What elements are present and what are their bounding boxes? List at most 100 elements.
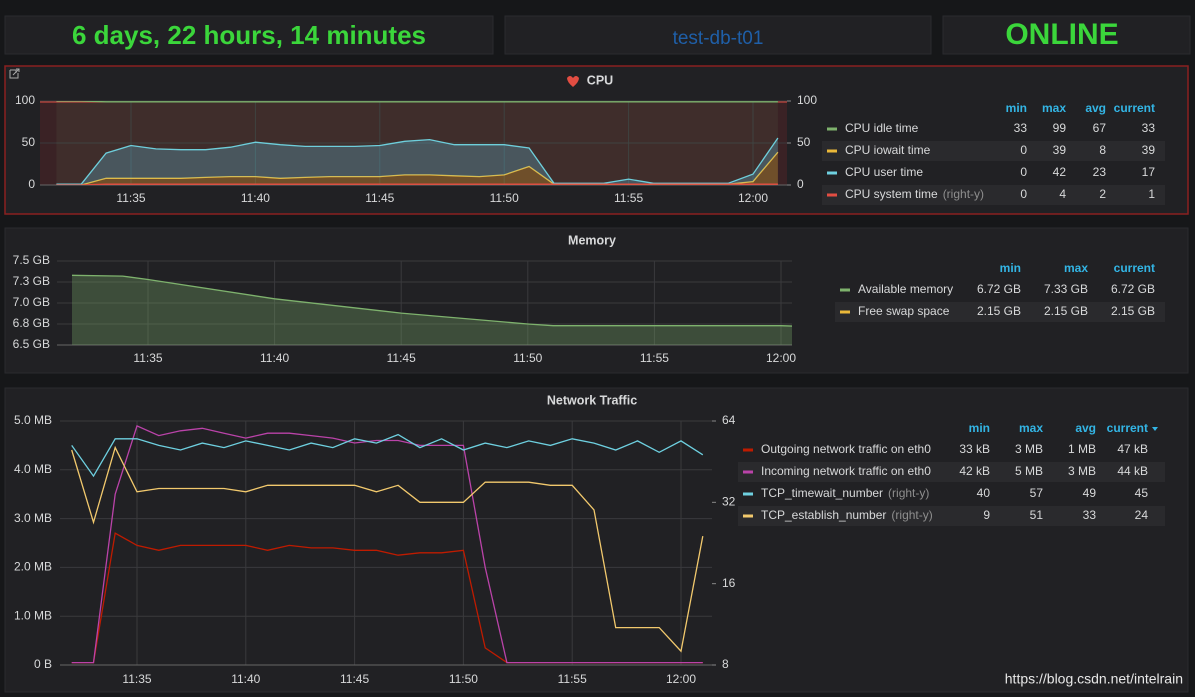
legend-header: max <box>1064 261 1088 275</box>
network-panel[interactable] <box>4 387 1189 693</box>
series-line <box>71 274 792 327</box>
legend-header: avg <box>1075 421 1096 435</box>
y2-tick-label: 32 <box>722 495 736 509</box>
legend-stat: 2.15 GB <box>1044 304 1088 318</box>
x-tick-label: 11:50 <box>449 672 478 686</box>
y-tick-label: 1.0 MB <box>14 608 52 622</box>
memory-panel[interactable] <box>4 227 1189 374</box>
y-tick-label: 0 B <box>34 657 52 671</box>
series-area <box>72 275 792 345</box>
legend-header: min <box>969 421 990 435</box>
legend-name: Outgoing network traffic on eth0 <box>761 442 931 456</box>
panel-title: CPU <box>587 73 613 87</box>
y2-tick-label: 50 <box>797 135 811 149</box>
legend-stat: 0 <box>1020 165 1027 179</box>
y-tick-label: 0 <box>28 177 35 191</box>
legend-stat: 57 <box>1030 486 1044 500</box>
legend-stat: 17 <box>1142 165 1156 179</box>
x-tick-label: 11:50 <box>490 191 519 205</box>
x-tick-label: 11:35 <box>116 191 145 205</box>
legend-name: CPU system time <box>845 187 938 201</box>
legend-stat: 8 <box>1099 143 1106 157</box>
y2-tick-label: 64 <box>722 413 736 427</box>
legend-stat: 6.72 GB <box>1111 282 1155 296</box>
legend-stat: 67 <box>1093 121 1107 135</box>
plot <box>71 274 792 345</box>
y2-tick-label: 100 <box>797 93 817 107</box>
series-line <box>56 101 778 103</box>
legend-stat: 2 <box>1099 187 1106 201</box>
legend-stat: 1 MB <box>1068 442 1096 456</box>
legend-stat: 99 <box>1053 121 1067 135</box>
x-tick-label: 12:00 <box>738 191 768 205</box>
legend-stat: 51 <box>1030 508 1044 522</box>
legend-header: current <box>1107 421 1148 435</box>
legend-stat: 33 <box>1083 508 1097 522</box>
y2-tick-label: 16 <box>722 576 736 590</box>
link-icon[interactable] <box>9 68 20 79</box>
series-line <box>56 183 778 185</box>
legend-stat: 1 <box>1148 187 1155 201</box>
x-tick-label: 11:55 <box>558 672 587 686</box>
y-tick-label: 5.0 MB <box>14 413 52 427</box>
stat-panel[interactable] <box>4 15 494 55</box>
legend-stat: 24 <box>1135 508 1149 522</box>
legend-name: Incoming network traffic on eth0 <box>761 464 931 478</box>
legend-stat: 0 <box>1020 143 1027 157</box>
legend-name: TCP_establish_number <box>761 508 886 522</box>
series-area <box>56 138 778 185</box>
legend-header: current <box>1114 101 1155 115</box>
x-tick-label: 11:35 <box>122 672 151 686</box>
x-tick-label: 12:00 <box>766 351 796 365</box>
legend-stat: 6.72 GB <box>977 282 1021 296</box>
legend-stat: 2.15 GB <box>977 304 1021 318</box>
legend-stat: 39 <box>1142 143 1156 157</box>
panel-title: Memory <box>568 233 616 247</box>
legend-stat: 42 kB <box>959 464 990 478</box>
legend-row-bg <box>822 185 1165 205</box>
x-tick-label: 11:45 <box>365 191 394 205</box>
legend-note: (right-y) <box>943 187 984 201</box>
legend-name: TCP_timewait_number <box>761 486 883 500</box>
legend-stat: 3 MB <box>1068 464 1096 478</box>
hostname: test-db-t01 <box>673 28 764 49</box>
legend-header: max <box>1019 421 1043 435</box>
series-line <box>56 137 779 185</box>
series-line <box>71 425 703 664</box>
legend-stat: 23 <box>1093 165 1107 179</box>
x-tick-label: 11:40 <box>231 672 260 686</box>
legend-stat: 9 <box>983 508 990 522</box>
y2-tick-label: 8 <box>722 657 729 671</box>
legend-header: current <box>1114 261 1155 275</box>
x-tick-label: 11:35 <box>133 351 162 365</box>
y-tick-label: 3.0 MB <box>14 511 52 525</box>
y-tick-label: 7.0 GB <box>13 295 50 309</box>
legend-stat: 47 kB <box>1117 442 1148 456</box>
x-tick-label: 11:40 <box>241 191 270 205</box>
x-tick-label: 12:00 <box>666 672 696 686</box>
watermark: https://blog.csdn.net/intelrain <box>1005 671 1183 687</box>
uptime: 6 days, 22 hours, 14 minutes <box>72 20 426 50</box>
plot <box>56 101 779 185</box>
legend-stat: 33 <box>1142 121 1156 135</box>
sort-caret[interactable] <box>1152 427 1158 431</box>
y-tick-label: 4.0 MB <box>14 462 52 476</box>
legend-header: min <box>1006 101 1027 115</box>
legend-stat: 5 MB <box>1015 464 1043 478</box>
stat-panel[interactable] <box>504 15 932 55</box>
y-tick-label: 7.3 GB <box>13 274 50 288</box>
y-tick-label: 7.5 GB <box>13 253 50 267</box>
legend-stat: 4 <box>1059 187 1066 201</box>
legend-stat: 0 <box>1020 187 1027 201</box>
plot <box>71 425 704 664</box>
x-tick-label: 11:40 <box>260 351 289 365</box>
legend-name: CPU idle time <box>845 121 919 135</box>
x-tick-label: 11:45 <box>387 351 416 365</box>
legend-note: (right-y) <box>891 508 932 522</box>
stat-panel[interactable] <box>942 15 1191 55</box>
y-tick-label: 2.0 MB <box>14 560 52 574</box>
y-tick-label: 100 <box>15 93 35 107</box>
legend-row-bg <box>738 462 1165 482</box>
legend-note: (right-y) <box>888 486 929 500</box>
